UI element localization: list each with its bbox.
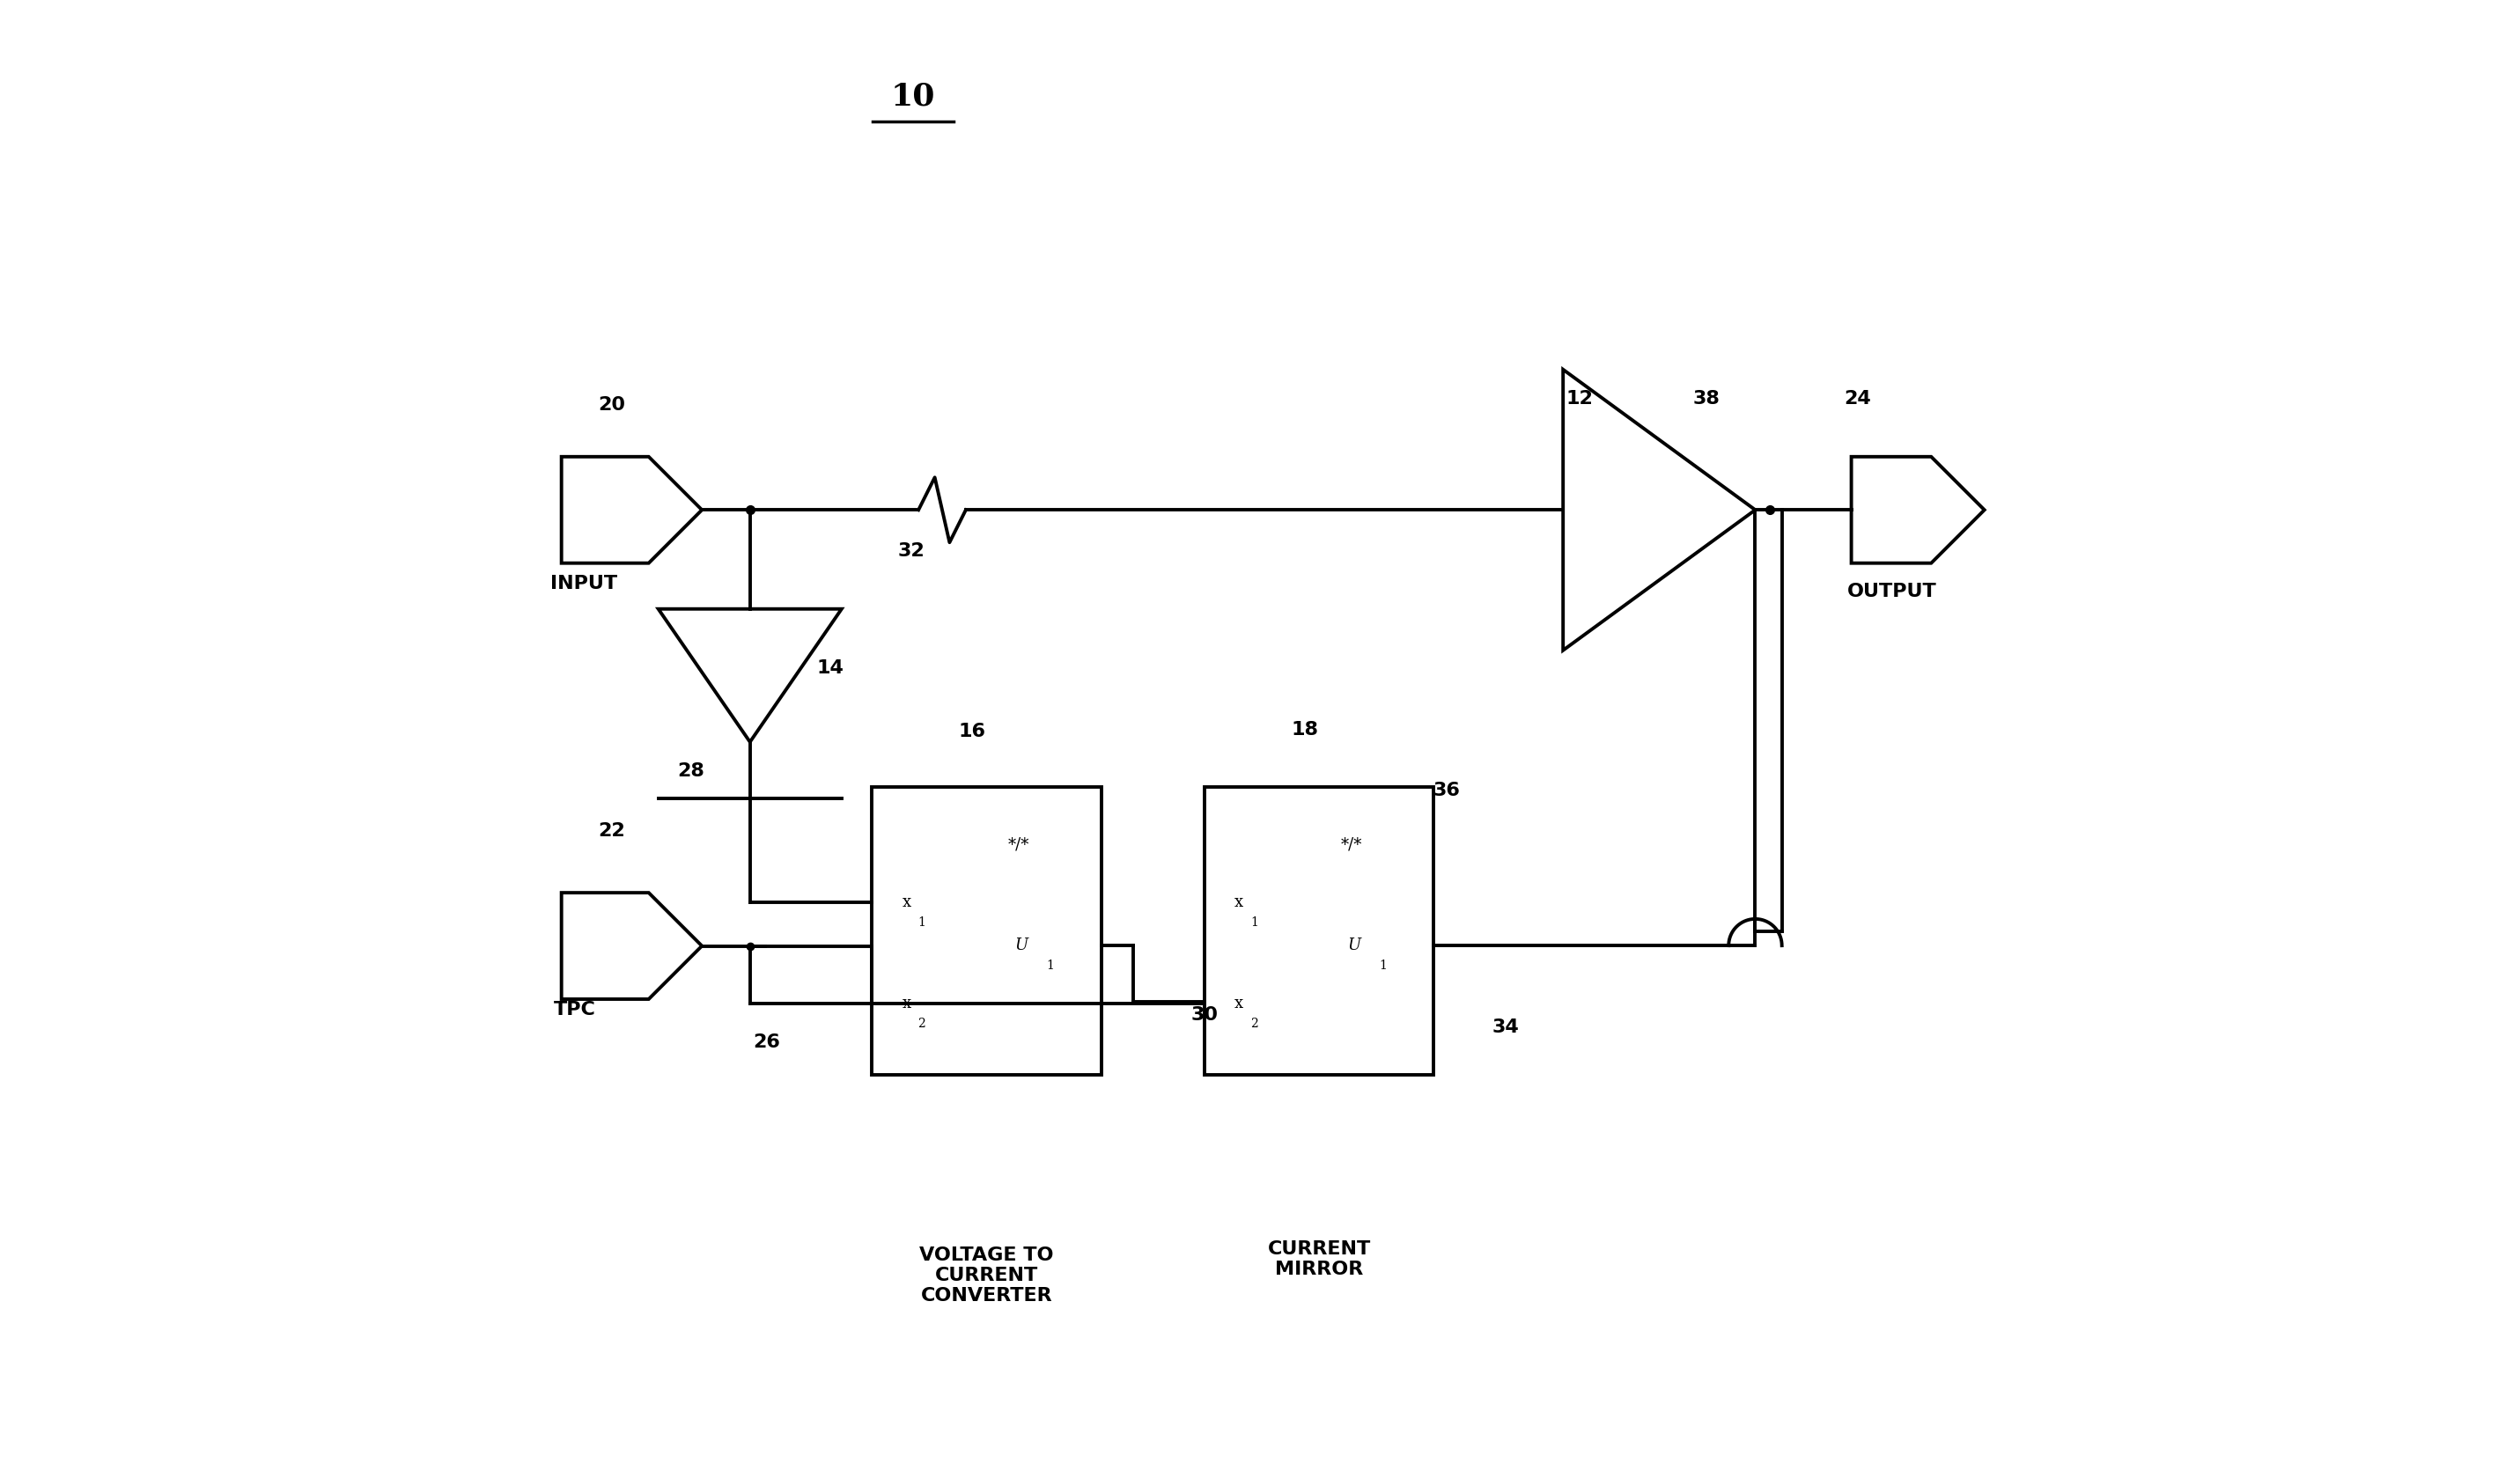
Text: 32: 32 [897, 542, 925, 560]
Text: 2: 2 [1250, 1017, 1257, 1030]
Text: 2: 2 [917, 1017, 925, 1030]
Text: INPUT: INPUT [549, 575, 617, 593]
Text: 30: 30 [1189, 1007, 1217, 1024]
Text: */*: */* [1008, 837, 1028, 853]
Text: 38: 38 [1693, 390, 1721, 408]
Text: 24: 24 [1845, 390, 1870, 408]
Text: 26: 26 [753, 1033, 781, 1051]
Text: OUTPUT: OUTPUT [1847, 582, 1935, 600]
Text: VOLTAGE TO
CURRENT
CONVERTER: VOLTAGE TO CURRENT CONVERTER [920, 1246, 1053, 1305]
Bar [872, 786, 1101, 1076]
Text: 1: 1 [1378, 959, 1386, 973]
Text: CURRENT
MIRROR: CURRENT MIRROR [1268, 1240, 1371, 1278]
Text: TPC: TPC [554, 1001, 595, 1018]
Text: */*: */* [1341, 837, 1361, 853]
Text: x: x [902, 894, 910, 910]
Bar [1205, 786, 1434, 1076]
Text: 20: 20 [597, 396, 625, 414]
Text: 34: 34 [1492, 1018, 1520, 1036]
Text: 1: 1 [1046, 959, 1053, 973]
Text: U: U [1348, 937, 1361, 953]
Text: 1: 1 [1250, 916, 1257, 928]
Text: 16: 16 [958, 723, 985, 740]
Text: x: x [1235, 894, 1242, 910]
Text: x: x [902, 995, 910, 1011]
Text: 22: 22 [597, 822, 625, 840]
Text: 18: 18 [1290, 721, 1318, 739]
Text: 14: 14 [816, 659, 844, 677]
Text: 12: 12 [1565, 390, 1593, 408]
Text: x: x [1235, 995, 1242, 1011]
Text: 28: 28 [678, 763, 706, 780]
Text: U: U [1016, 937, 1028, 953]
Text: 1: 1 [917, 916, 925, 928]
Text: 36: 36 [1434, 782, 1459, 800]
Text: 10: 10 [890, 81, 935, 111]
